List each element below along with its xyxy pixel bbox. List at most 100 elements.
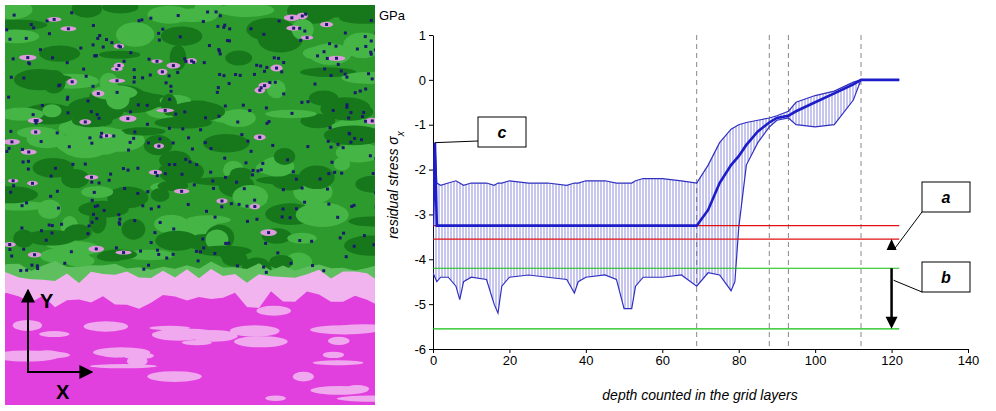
dot: [70, 11, 73, 14]
particle: [47, 17, 62, 22]
dot: [298, 239, 301, 242]
tick-mark: [429, 259, 433, 260]
grain: [296, 203, 349, 227]
dot: [161, 28, 164, 31]
dot: [276, 251, 279, 254]
dot: [353, 245, 356, 248]
dot: [242, 104, 245, 107]
grain: [116, 22, 154, 46]
particle: [154, 143, 164, 149]
grain: [5, 20, 47, 31]
dot: [164, 172, 167, 175]
dot: [213, 252, 216, 255]
plot-area: [433, 35, 899, 349]
dot: [271, 144, 274, 147]
dot: [346, 103, 349, 106]
dot: [311, 264, 314, 267]
dot: [96, 37, 99, 40]
dot: [323, 50, 326, 53]
dot: [71, 163, 74, 166]
dot: [27, 168, 30, 171]
dot: [140, 18, 143, 21]
particle: [254, 134, 266, 140]
annotation-span-arrow: [890, 268, 893, 318]
dot: [50, 175, 53, 178]
dot: [146, 190, 149, 193]
dot: [363, 234, 366, 237]
dot: [216, 91, 219, 94]
dot: [248, 109, 251, 112]
grain: [218, 5, 275, 17]
tick-mark: [429, 349, 433, 350]
y-axis-title: residual stress σx: [385, 130, 406, 239]
dot: [222, 26, 225, 29]
dot: [133, 80, 136, 83]
dot: [364, 120, 367, 123]
grain: [355, 176, 375, 193]
grain: [287, 233, 316, 244]
particle-core: [180, 190, 183, 193]
annotation-label: a: [942, 189, 951, 206]
dot: [30, 264, 33, 267]
dot: [168, 74, 171, 77]
dot: [364, 87, 367, 90]
y-axis-title-subscript: x: [395, 130, 406, 137]
reference-line: [433, 268, 899, 269]
dot: [367, 72, 370, 75]
x-direction-label: X: [56, 381, 70, 403]
dot: [295, 178, 298, 181]
dot: [46, 19, 49, 22]
dot: [28, 62, 31, 65]
dot: [95, 54, 98, 57]
dot: [360, 138, 363, 141]
dot: [133, 130, 136, 133]
particle-core: [253, 205, 256, 208]
dot: [347, 117, 350, 120]
particle: [19, 55, 37, 61]
dot: [354, 91, 357, 94]
dot: [374, 157, 375, 160]
dot: [282, 207, 285, 210]
dot: [179, 35, 182, 38]
particle-core: [34, 131, 37, 134]
particle-core: [290, 16, 293, 19]
particle: [31, 129, 41, 134]
dot: [88, 136, 91, 139]
dot: [103, 209, 106, 212]
dot: [165, 257, 168, 260]
dot: [54, 167, 57, 170]
dot: [22, 248, 25, 251]
dot: [191, 148, 194, 151]
particle-core: [27, 151, 30, 154]
dot: [146, 104, 149, 107]
dot: [127, 169, 130, 172]
particle: [114, 63, 125, 69]
dot: [249, 27, 252, 30]
dot: [129, 141, 132, 144]
particle: [114, 43, 125, 48]
tick-mark: [429, 80, 433, 81]
grain: [225, 51, 252, 66]
dot: [340, 69, 343, 72]
pink-streak: [265, 395, 286, 401]
dot: [123, 60, 126, 63]
dot: [66, 61, 69, 64]
grain: [169, 101, 225, 122]
dot: [353, 204, 356, 207]
dot: [353, 137, 356, 140]
dot: [168, 98, 171, 101]
dot: [86, 232, 89, 235]
particle: [260, 229, 277, 236]
tick-label: 80: [732, 353, 746, 368]
grain: [232, 185, 268, 209]
grain: [38, 199, 61, 219]
dot: [295, 207, 298, 210]
dot: [328, 42, 331, 45]
dot: [25, 201, 28, 204]
particle: [250, 204, 261, 210]
dot: [141, 76, 144, 79]
dot: [156, 174, 159, 177]
dot: [147, 141, 150, 144]
particle-core: [26, 56, 29, 59]
particle-core: [267, 231, 270, 234]
